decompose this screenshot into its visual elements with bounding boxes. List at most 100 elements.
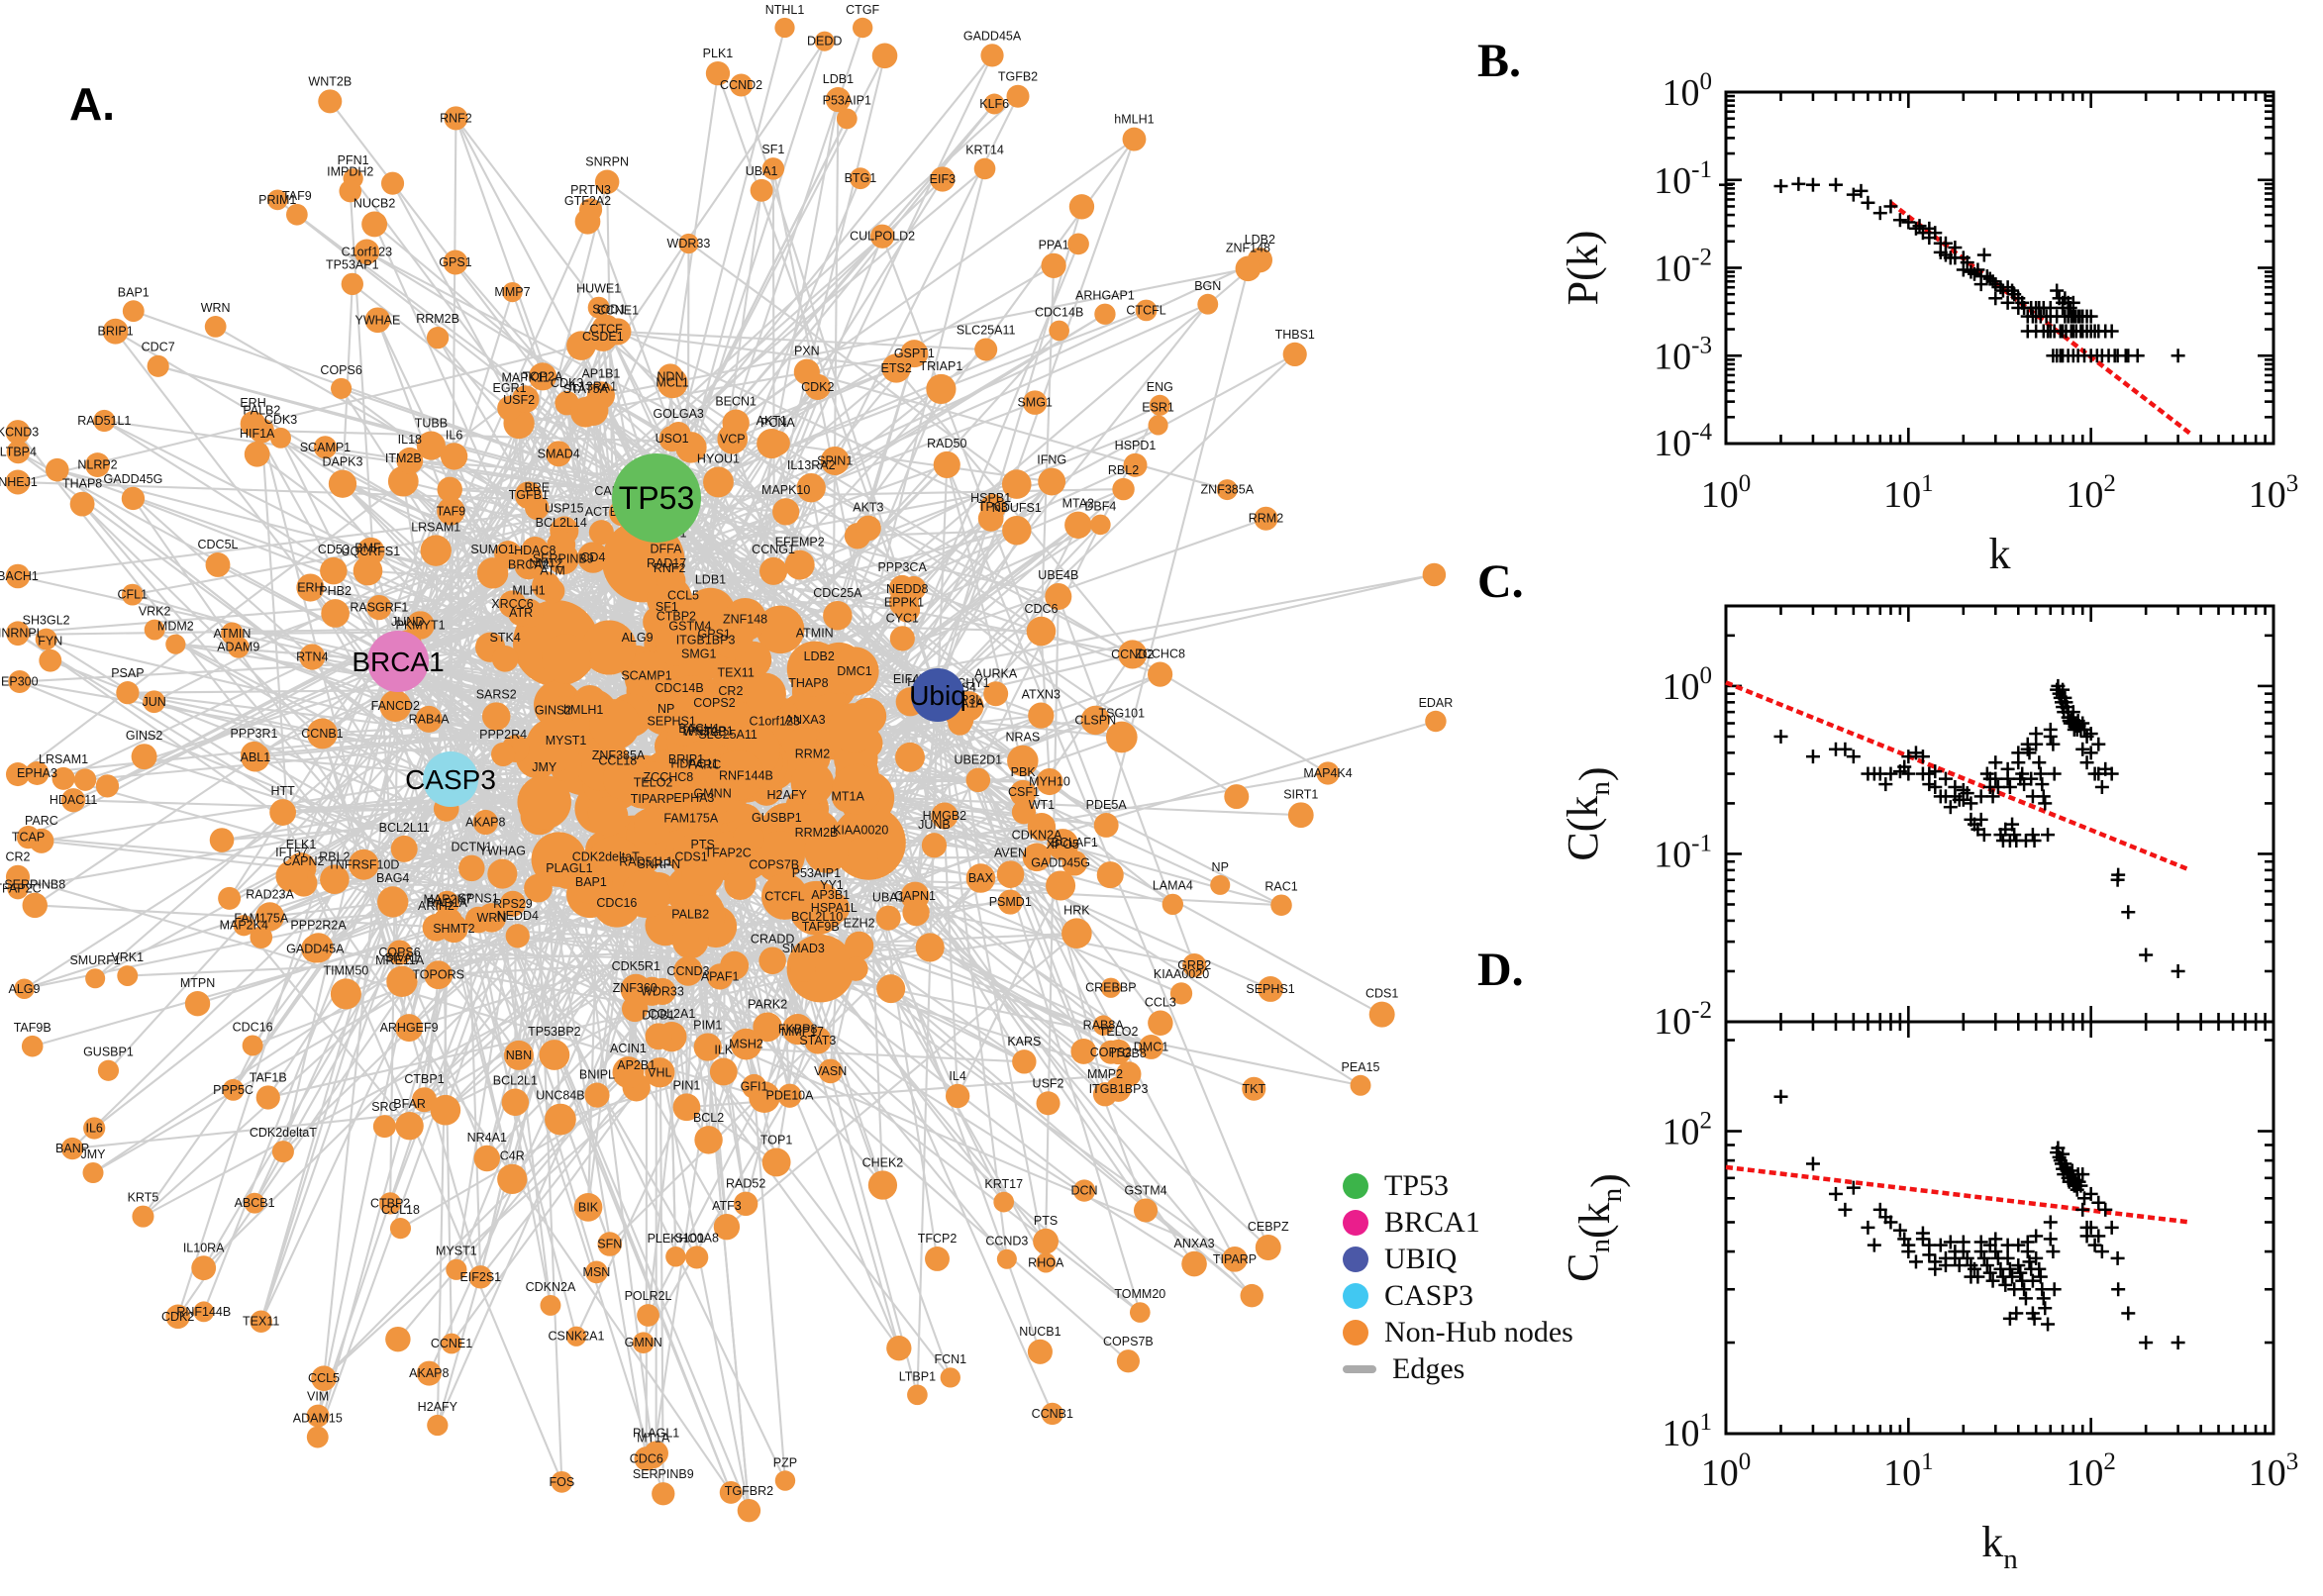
x-axis-title: k [1989,530,2011,578]
svg-text:ANXA3: ANXA3 [785,713,826,727]
svg-text:UBA1: UBA1 [746,164,778,178]
svg-text:COPS7B: COPS7B [1103,1335,1154,1348]
svg-text:PPP3CA: PPP3CA [877,560,927,574]
svg-text:WDR33: WDR33 [667,237,711,250]
svg-text:ATXN3: ATXN3 [1022,688,1060,702]
svg-text:CDK3: CDK3 [264,413,297,427]
hub-node-brca1 [367,631,429,692]
svg-text:CDK2deltaT: CDK2deltaT [250,1126,317,1140]
svg-text:RAB4A: RAB4A [409,712,451,726]
svg-text:ITGB1BP3: ITGB1BP3 [676,633,736,647]
svg-text:RAD51L1: RAD51L1 [619,854,672,868]
svg-text:C4R: C4R [500,1149,525,1163]
svg-text:BACH1: BACH1 [678,722,720,736]
svg-text:EIF2S1: EIF2S1 [459,1270,501,1284]
svg-text:LTBP1: LTBP1 [899,1370,936,1384]
svg-text:CHEK2: CHEK2 [862,1155,904,1169]
svg-text:CDK2deltaT: CDK2deltaT [572,849,640,863]
legend: TP53 BRCA1 UBIQ CASP3 Non-Hub nodes Edges [1343,1171,1573,1384]
svg-text:TP53AP1: TP53AP1 [680,724,734,738]
svg-text:UBE2D1: UBE2D1 [954,753,1002,767]
svg-text:AKAP8: AKAP8 [409,1366,449,1380]
svg-text:NMT2: NMT2 [529,556,562,570]
svg-text:UBA1: UBA1 [872,891,905,905]
svg-text:TIPARP: TIPARP [1213,1252,1257,1266]
svg-text:WNT2B: WNT2B [683,725,727,739]
plot-frame [1724,1020,2275,1436]
svg-text:BCL2L1: BCL2L1 [493,1074,538,1088]
svg-text:USO1: USO1 [656,432,689,446]
svg-text:PBK: PBK [1011,765,1037,779]
svg-text:GADD45G: GADD45G [1031,855,1090,869]
svg-text:BMF: BMF [354,542,381,555]
svg-text:RHOA: RHOA [1028,1255,1064,1269]
hub-label-ubiq: Ubiq [909,680,966,711]
svg-text:ELK1: ELK1 [286,838,317,851]
svg-text:SEPHS1: SEPHS1 [648,714,696,728]
svg-text:JUNB: JUNB [918,818,951,832]
svg-text:NP: NP [1212,860,1229,874]
svg-text:AKAP8: AKAP8 [465,816,505,830]
svg-text:CDK5R1: CDK5R1 [612,959,660,973]
svg-text:CR2: CR2 [5,850,30,864]
axis-ticks [1724,90,2275,446]
svg-text:DFFA: DFFA [651,543,683,556]
svg-text:PRTN3: PRTN3 [570,183,611,197]
svg-text:TRIAP1: TRIAP1 [920,359,963,373]
svg-text:AVEN: AVEN [994,846,1027,859]
svg-text:FANCD2: FANCD2 [371,699,420,713]
svg-text:PTS: PTS [1034,1214,1058,1228]
svg-text:MT1A: MT1A [831,789,864,803]
y-axis-title: C(kn) [1559,766,1619,860]
svg-text:GINS2: GINS2 [126,729,163,743]
svg-text:TOP2A: TOP2A [523,369,563,383]
svg-text:CAPN1: CAPN1 [894,889,936,903]
svg-text:102: 102 [2066,470,2116,516]
svg-text:TFAP2C: TFAP2C [0,882,42,896]
svg-text:PXN: PXN [794,345,820,358]
svg-text:DCTN1: DCTN1 [451,841,492,854]
svg-text:MMP7: MMP7 [494,285,530,299]
svg-text:HDAC11: HDAC11 [670,756,718,770]
svg-text:RPS29: RPS29 [493,897,533,911]
svg-text:VIM: VIM [307,1390,329,1404]
svg-text:CSDE1: CSDE1 [582,330,624,344]
svg-text:BCL2L11: BCL2L11 [379,821,430,835]
svg-text:CD53: CD53 [318,543,350,556]
svg-text:CYC1: CYC1 [886,611,919,625]
svg-text:PSAP: PSAP [111,666,144,680]
svg-text:RBL2: RBL2 [1108,463,1139,477]
svg-text:CDC16: CDC16 [233,1020,273,1034]
svg-text:HMGB2: HMGB2 [923,809,967,823]
svg-text:KRT5: KRT5 [128,1191,159,1205]
svg-text:NR4A1: NR4A1 [467,1131,507,1145]
fit-line [1889,201,2192,436]
svg-text:CDKN2A: CDKN2A [526,1280,576,1294]
svg-text:PPA1: PPA1 [1039,239,1069,252]
svg-text:MDM2: MDM2 [157,620,194,634]
svg-text:SIRT1: SIRT1 [1283,787,1318,801]
svg-text:H2AFY: H2AFY [418,1400,458,1414]
svg-text:HDAC8: HDAC8 [514,544,556,557]
svg-text:RAB8A: RAB8A [1083,1019,1125,1033]
svg-text:DBF4: DBF4 [1084,500,1116,514]
svg-text:UBE4B: UBE4B [1038,568,1078,582]
svg-text:KRT17: KRT17 [984,1177,1023,1191]
svg-text:CCNE1: CCNE1 [597,303,639,317]
svg-text:PZP: PZP [773,1455,797,1469]
svg-text:IL4: IL4 [949,1069,965,1083]
svg-text:ATF3: ATF3 [712,1199,742,1213]
svg-text:NDUFS1: NDUFS1 [992,501,1042,515]
legend-label: BRCA1 [1384,1206,1480,1239]
svg-text:HRK: HRK [1063,903,1090,917]
svg-text:BECN1: BECN1 [715,395,757,409]
svg-text:EPPK1: EPPK1 [884,595,924,609]
svg-text:HTT: HTT [270,784,295,798]
svg-text:TFCP2: TFCP2 [918,1232,958,1246]
svg-text:KRT14: KRT14 [965,144,1004,157]
svg-text:CDC14B: CDC14B [1035,306,1083,320]
svg-text:STAT3: STAT3 [799,1034,836,1047]
y-axis-title: P(k) [1559,231,1607,306]
svg-text:C1orf123: C1orf123 [342,245,392,258]
svg-text:GADD45A: GADD45A [963,29,1022,43]
